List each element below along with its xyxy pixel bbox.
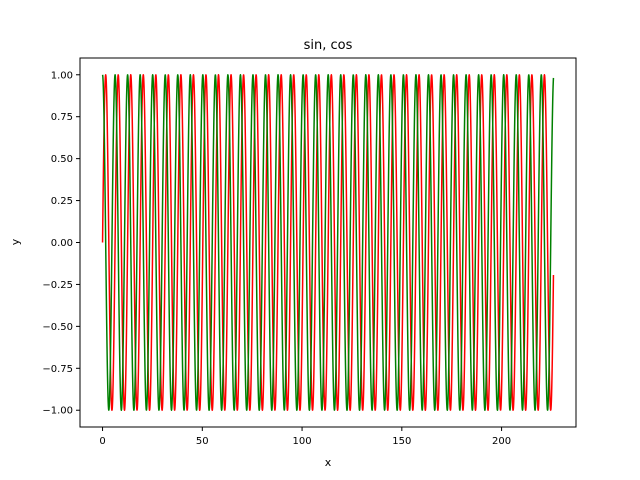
y-axis: −1.00 −0.75 −0.50 −0.25 0.00 0.25 0.50 0.75 1.00 [42, 70, 80, 417]
y-tick-label: 0.75 [51, 112, 73, 123]
y-tick-label: −0.50 [42, 322, 73, 333]
y-tick-label: 0.50 [51, 154, 73, 165]
x-tick-label: 200 [492, 436, 511, 447]
y-tick-label: 1.00 [51, 70, 73, 81]
x-axis-label: x [325, 456, 332, 469]
y-tick-label: 0.25 [51, 196, 73, 207]
y-axis-label: y [9, 238, 22, 245]
y-tick-label: −0.75 [42, 364, 73, 375]
series-layer [101, 74, 555, 411]
y-tick-label: −0.25 [42, 280, 73, 291]
y-tick-label: 0.00 [51, 238, 73, 249]
series-line-sin [101, 74, 555, 411]
series-line-cos [101, 74, 555, 411]
x-tick-label: 50 [196, 436, 209, 447]
x-tick-label: 0 [99, 436, 105, 447]
x-tick-label: 100 [293, 436, 312, 447]
x-axis: 0 50 100 150 200 [99, 427, 511, 447]
chart-title: sin, cos [304, 38, 353, 53]
y-tick-label: −1.00 [42, 406, 73, 417]
x-tick-label: 150 [392, 436, 411, 447]
plot-area [79, 57, 577, 428]
